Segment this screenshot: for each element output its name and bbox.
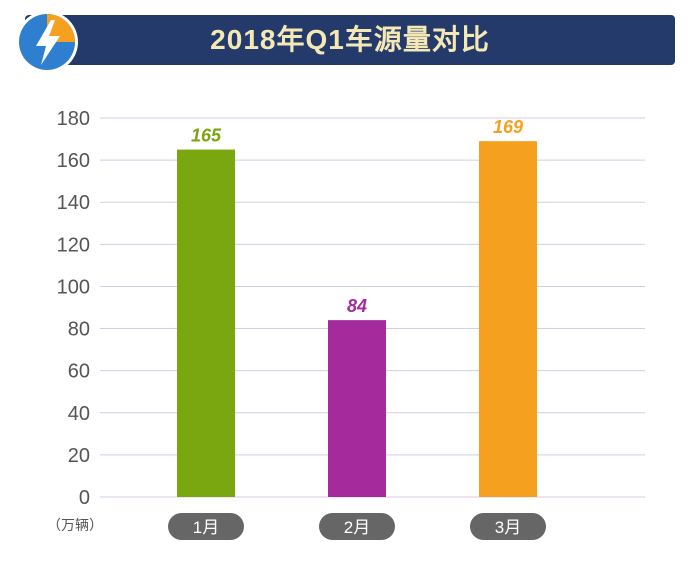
y-tick-label: 100 — [57, 276, 90, 298]
x-tick-label: 3月 — [495, 518, 521, 537]
y-axis-unit-label: （万辆） — [47, 517, 103, 533]
y-tick-label: 160 — [57, 150, 90, 172]
y-tick-label: 180 — [57, 108, 90, 130]
x-tick-label: 1月 — [193, 518, 219, 537]
bar-3 — [479, 141, 537, 497]
bar-2 — [328, 320, 386, 497]
bar-1 — [177, 149, 235, 498]
category-pill — [168, 513, 244, 540]
lightning-bolt-icon — [16, 11, 78, 73]
y-tick-label: 120 — [57, 234, 90, 256]
category-pill — [470, 513, 546, 540]
y-tick-label: 0 — [79, 487, 90, 509]
y-tick-label: 140 — [57, 192, 90, 214]
y-tick-label: 80 — [68, 319, 90, 341]
y-tick-label: 40 — [68, 403, 90, 425]
data-label: 84 — [347, 296, 367, 316]
category-pill — [319, 513, 395, 540]
x-tick-label: 2月 — [344, 518, 370, 537]
y-tick-label: 20 — [68, 445, 90, 467]
chart-title: 2018年Q1车源量对比 — [210, 24, 490, 55]
y-tick-label: 60 — [68, 361, 90, 383]
data-label: 169 — [493, 117, 523, 137]
title-bar: 2018年Q1车源量对比 — [25, 15, 675, 65]
data-label: 165 — [191, 126, 222, 146]
